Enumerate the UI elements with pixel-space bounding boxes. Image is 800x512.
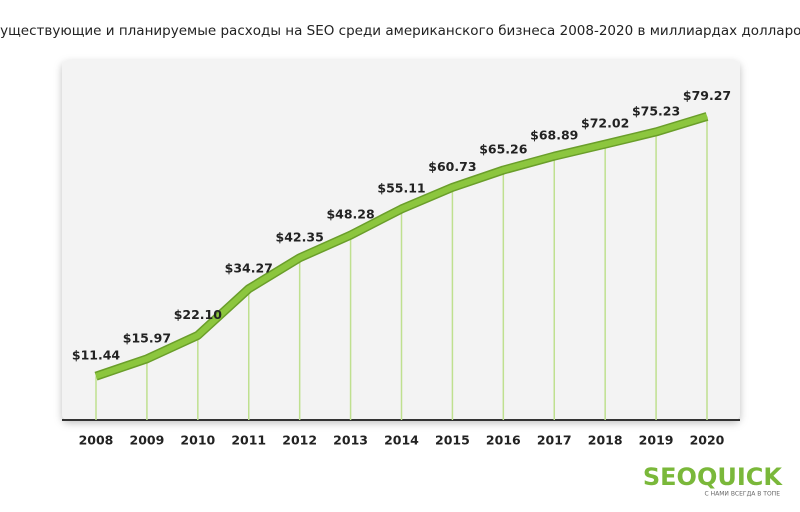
x-tick-label: 2013 <box>333 433 368 448</box>
x-tick-label: 2014 <box>384 433 419 448</box>
value-label: $11.44 <box>72 348 121 363</box>
chart-title: Существующие и планируемые расходы на SE… <box>0 23 800 39</box>
value-label: $15.97 <box>123 330 171 345</box>
value-label: $60.73 <box>428 159 476 174</box>
x-tick-label: 2012 <box>282 433 317 448</box>
x-tick-label: 2020 <box>690 433 725 448</box>
x-tick-label: 2009 <box>130 433 165 448</box>
value-label: $22.10 <box>174 307 223 322</box>
logo-tagline: С НАМИ ВСЕГДА В ТОПЕ <box>705 491 781 498</box>
x-tick-label: 2011 <box>231 433 266 448</box>
x-tick-label: 2010 <box>180 433 215 448</box>
x-tick-label: 2016 <box>486 433 521 448</box>
logo: SEOQUICK <box>643 463 784 491</box>
x-tick-label: 2019 <box>639 433 674 448</box>
value-label: $65.26 <box>479 142 528 157</box>
value-label: $75.23 <box>632 103 680 118</box>
x-tick-label: 2017 <box>537 433 572 448</box>
line <box>95 113 708 380</box>
value-label: $79.27 <box>683 88 731 103</box>
value-label: $72.02 <box>581 116 629 131</box>
value-label: $42.35 <box>276 229 324 244</box>
x-tick-label: 2015 <box>435 433 470 448</box>
value-label: $68.89 <box>530 128 578 143</box>
value-label: $34.27 <box>225 260 273 275</box>
value-label: $48.28 <box>326 207 374 222</box>
value-label: $55.11 <box>377 180 425 195</box>
x-tick-label: 2008 <box>79 433 114 448</box>
plot: $11.44 2008 $15.97 2009 $22.10 2010 $34.27 2011… <box>72 88 731 448</box>
x-tick-label: 2018 <box>588 433 623 448</box>
